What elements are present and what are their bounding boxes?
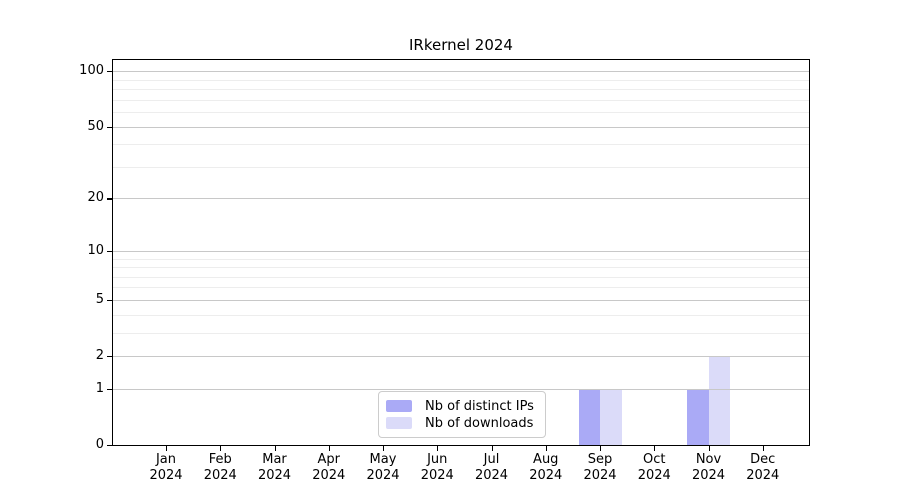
y-gridline-major xyxy=(113,299,809,301)
legend-label-downloads: Nb of downloads xyxy=(425,415,534,431)
x-tick-year: 2024 xyxy=(529,468,563,483)
x-tick-month: Aug xyxy=(533,452,559,467)
bar-distinct-ips-sep xyxy=(578,388,600,445)
y-gridline-minor xyxy=(113,99,809,101)
x-tick-label-jun: Jun 2024 xyxy=(407,452,467,484)
x-tick-label-mar: Mar 2024 xyxy=(245,452,305,484)
x-tick-mark xyxy=(600,446,602,451)
x-tick-label-apr: Apr 2024 xyxy=(299,452,359,484)
y-gridline-major xyxy=(113,126,809,128)
x-tick-label-aug: Aug 2024 xyxy=(516,452,576,484)
x-tick-month: Nov xyxy=(695,452,722,467)
y-tick-mark xyxy=(107,250,112,252)
x-tick-mark xyxy=(383,446,385,451)
x-tick-month: Jul xyxy=(483,452,500,467)
x-tick-mark xyxy=(491,446,493,451)
bar-distinct-ips-nov xyxy=(687,388,709,445)
y-tick-label: 0 xyxy=(95,437,104,452)
x-tick-month: Mar xyxy=(262,452,287,467)
x-tick-month: Jun xyxy=(427,452,448,467)
x-tick-label-sep: Sep 2024 xyxy=(570,452,630,484)
y-gridline-minor xyxy=(113,144,809,146)
y-gridline-major xyxy=(113,356,809,358)
y-tick-mark xyxy=(107,356,112,358)
x-tick-year: 2024 xyxy=(691,468,726,483)
legend-row: Nb of distinct IPs xyxy=(386,398,537,414)
x-tick-month: May xyxy=(369,452,397,467)
x-tick-label-may: May 2024 xyxy=(353,452,413,484)
y-tick-label: 10 xyxy=(87,242,104,258)
legend-swatch-downloads xyxy=(386,417,412,429)
x-tick-mark xyxy=(166,446,168,451)
legend-swatch-distinct-ips xyxy=(386,400,412,412)
legend-row: Nb of downloads xyxy=(386,415,537,431)
x-tick-label-oct: Oct 2024 xyxy=(624,452,684,484)
plot-area xyxy=(112,59,810,446)
y-gridline-major xyxy=(113,71,809,73)
y-gridline-major xyxy=(113,198,809,200)
plot-inner xyxy=(113,60,809,445)
x-tick-year: 2024 xyxy=(583,468,617,483)
y-tick-mark xyxy=(107,299,112,302)
y-tick-label: 5 xyxy=(95,291,104,307)
y-gridline-minor xyxy=(113,276,809,278)
y-gridline-minor xyxy=(113,112,809,114)
y-tick-label: 20 xyxy=(87,190,104,206)
y-gridline-minor xyxy=(113,267,809,269)
x-tick-year: 2024 xyxy=(203,468,237,483)
x-tick-mark xyxy=(654,446,656,451)
x-tick-mark xyxy=(220,446,222,451)
x-tick-mark xyxy=(437,446,439,451)
legend: Nb of distinct IPs Nb of downloads xyxy=(378,391,546,438)
y-tick-label: 2 xyxy=(95,348,104,364)
x-tick-year: 2024 xyxy=(746,468,780,483)
x-tick-mark xyxy=(328,446,330,451)
y-tick-label: 1 xyxy=(95,380,104,396)
y-gridline-minor xyxy=(113,166,809,168)
x-tick-mark xyxy=(545,446,547,451)
x-tick-label-dec: Dec 2024 xyxy=(733,452,793,484)
x-tick-year: 2024 xyxy=(420,468,454,483)
y-gridline-minor xyxy=(113,287,809,289)
y-gridline-minor xyxy=(113,89,809,91)
x-tick-month: Sep xyxy=(587,452,613,467)
x-tick-mark xyxy=(762,446,764,451)
x-tick-month: Dec xyxy=(750,452,776,467)
x-tick-label-jan: Jan 2024 xyxy=(136,452,196,484)
y-gridline-minor xyxy=(113,314,809,316)
y-tick-mark xyxy=(107,445,112,447)
y-tick-mark xyxy=(107,126,112,128)
legend-label-distinct-ips: Nb of distinct IPs xyxy=(425,398,534,414)
y-gridline-major xyxy=(113,250,809,252)
bar-downloads-nov xyxy=(708,356,730,445)
x-tick-month: Jan xyxy=(155,452,177,467)
y-gridline-major xyxy=(113,388,809,390)
x-tick-year: 2024 xyxy=(366,468,400,483)
x-tick-month: Feb xyxy=(208,452,232,467)
x-tick-label-nov: Nov 2024 xyxy=(679,452,739,484)
y-tick-label: 100 xyxy=(79,63,104,79)
x-tick-year: 2024 xyxy=(637,468,671,483)
y-gridline-minor xyxy=(113,258,809,260)
bar-downloads-sep xyxy=(600,388,622,445)
x-tick-year: 2024 xyxy=(312,468,346,483)
x-tick-month: Apr xyxy=(317,452,341,467)
y-gridline-minor xyxy=(113,332,809,334)
x-tick-year: 2024 xyxy=(257,468,292,483)
x-tick-label-jul: Jul 2024 xyxy=(462,452,522,484)
y-gridline-minor xyxy=(113,79,809,81)
y-tick-mark xyxy=(107,198,112,200)
chart-title: IRkernel 2024 xyxy=(409,36,513,54)
x-tick-year: 2024 xyxy=(474,468,509,483)
y-tick-mark xyxy=(107,388,112,391)
y-tick-mark xyxy=(107,71,112,73)
y-tick-label: 50 xyxy=(87,118,104,134)
x-tick-mark xyxy=(274,446,276,451)
x-tick-mark xyxy=(708,446,710,451)
x-tick-month: Oct xyxy=(643,452,666,467)
x-tick-label-feb: Feb 2024 xyxy=(190,452,250,484)
x-tick-year: 2024 xyxy=(149,468,183,483)
